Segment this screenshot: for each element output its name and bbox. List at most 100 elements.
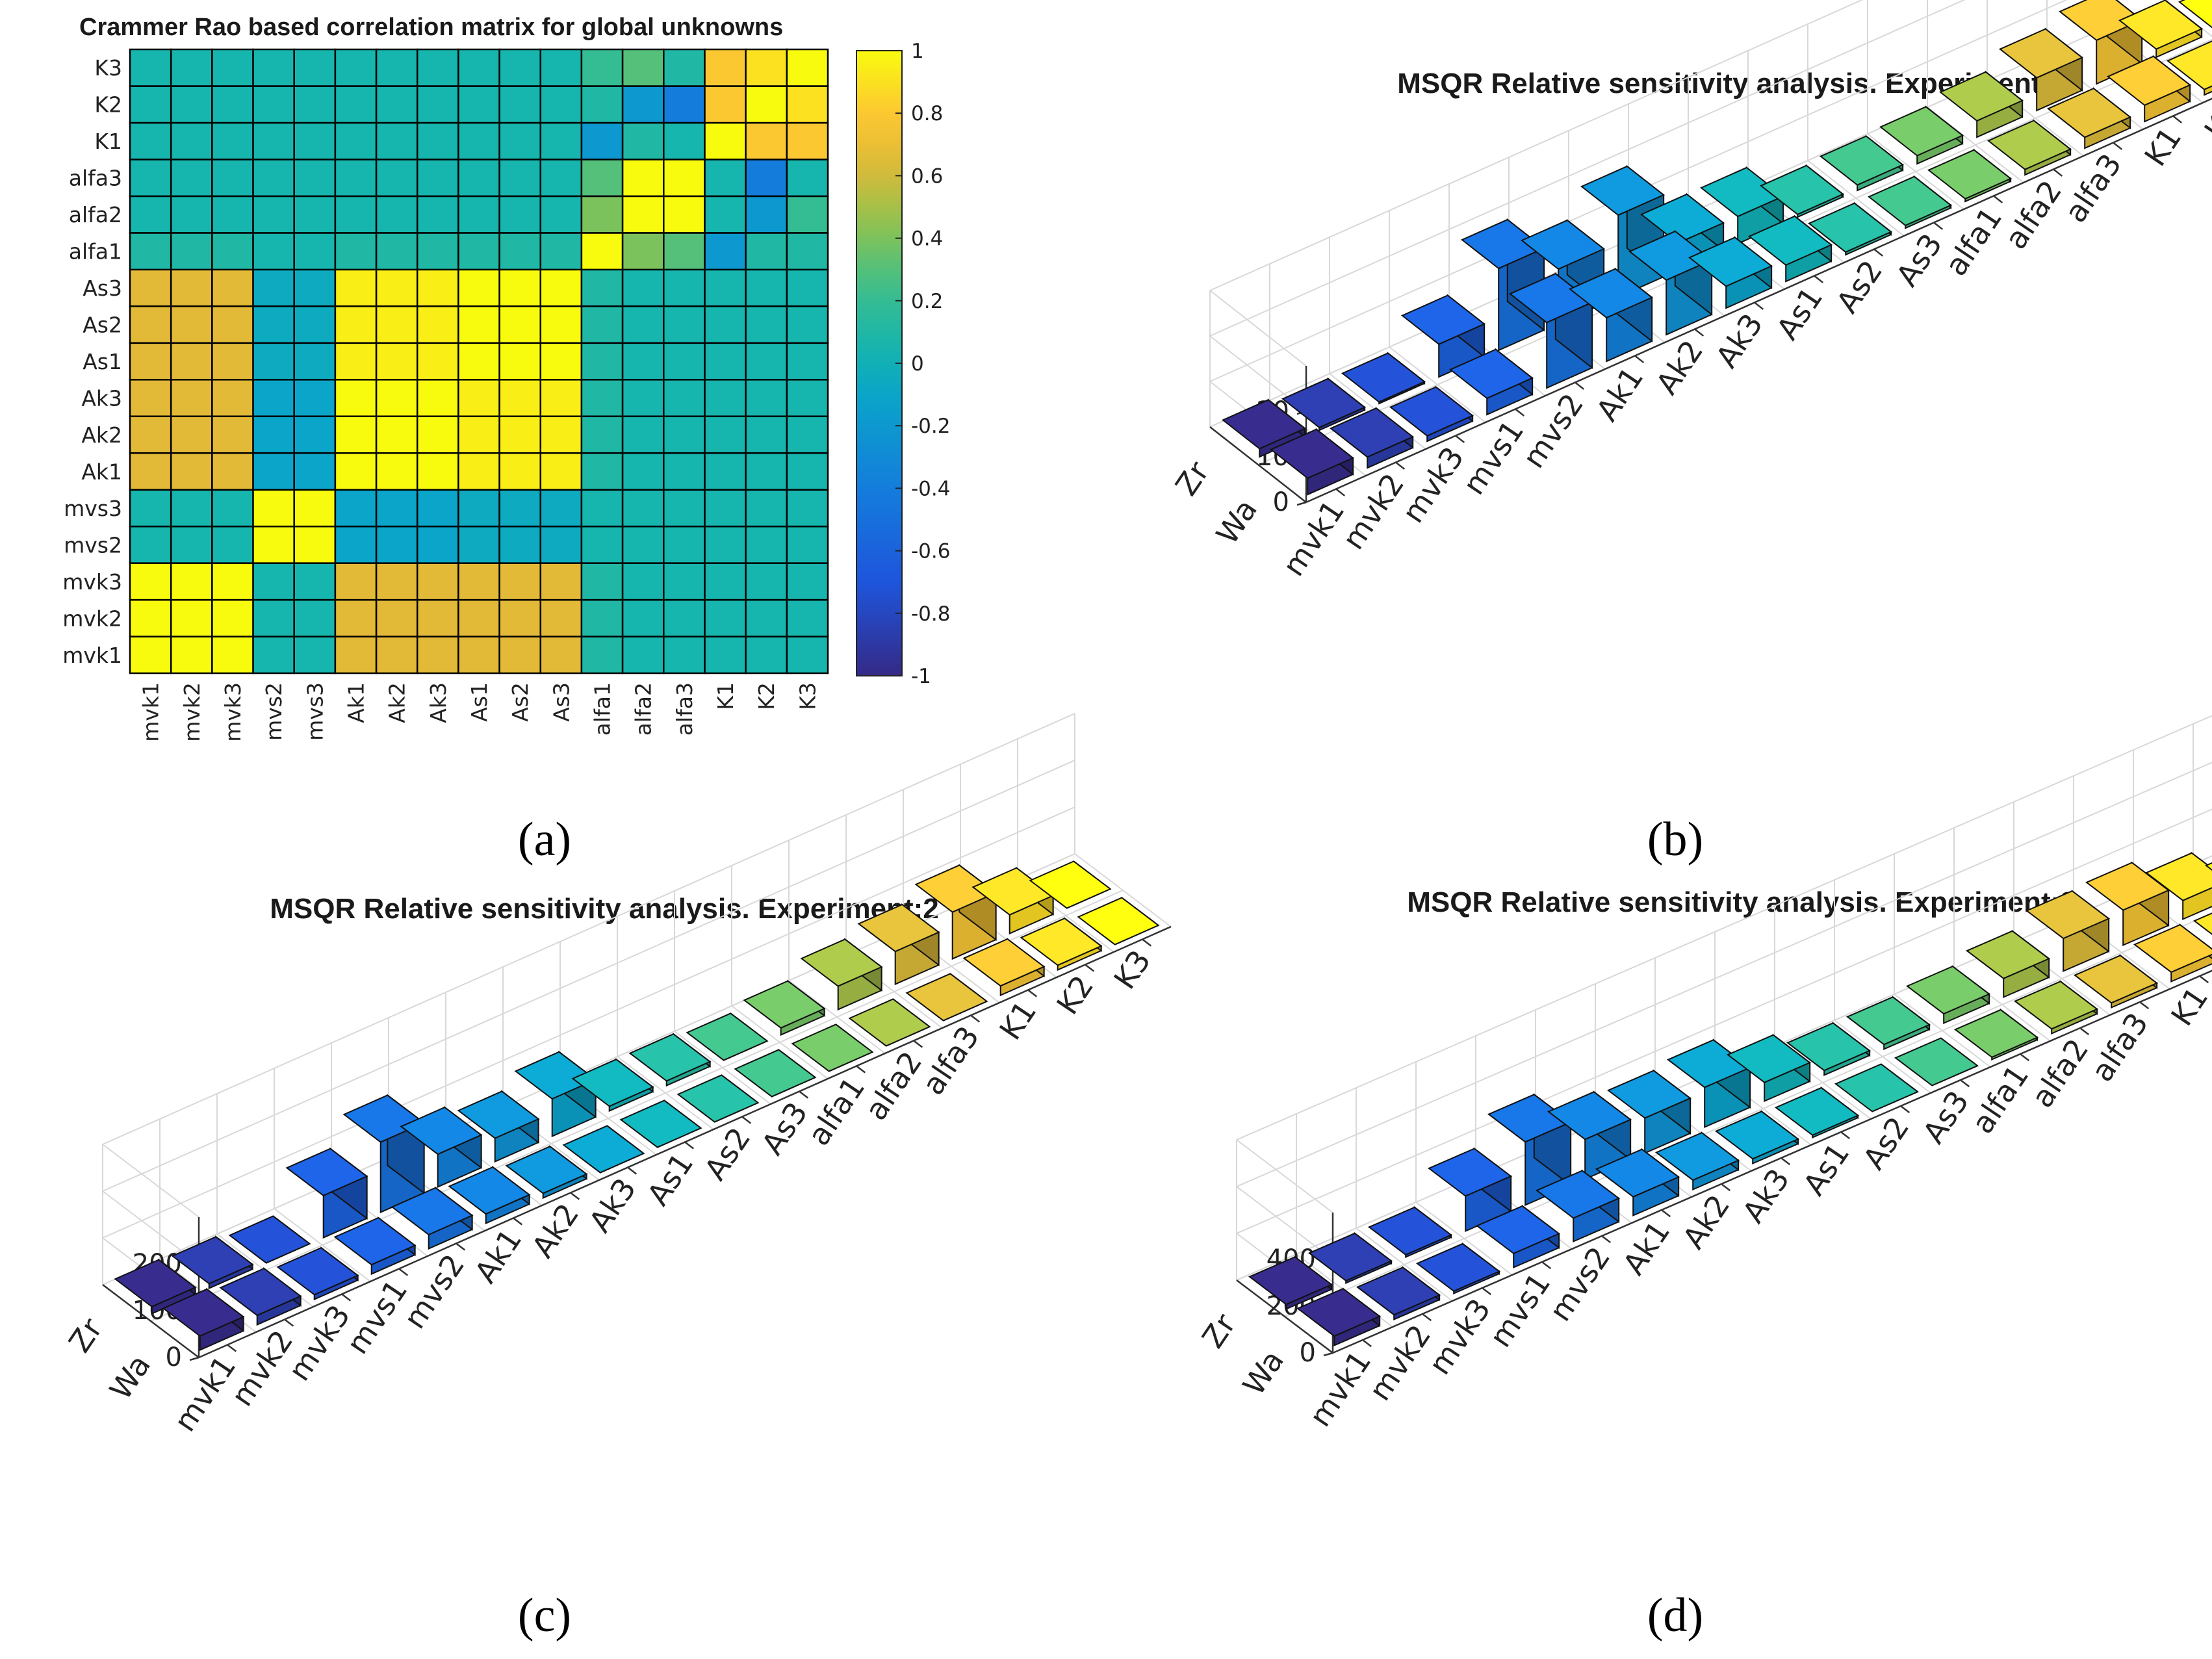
heatmap-cell: [457, 85, 500, 124]
bar3d-bar: [1356, 1266, 1441, 1321]
heatmap-cell: [416, 268, 459, 307]
panel-c-experiment-2: MSQR Relative sensitivity analysis. Expe…: [62, 713, 1172, 1438]
heatmap-cell: [170, 268, 213, 307]
colorbar-tick-label: -0.6: [911, 540, 951, 563]
heatmap-y-labels: mvk1 mvk2 mvk3 mvs2 mvs3 Ak1 Ak2 Ak3 As1 As2 As3 al…: [62, 55, 122, 668]
heatmap-cell: [457, 378, 500, 417]
heatmap-cell: [580, 195, 624, 234]
bar3d-bar: [686, 1012, 769, 1061]
heatmap-cell: [129, 48, 172, 87]
heatmap-cell: [663, 122, 706, 161]
heatmap-cell: [252, 232, 295, 271]
heatmap-cell: [129, 122, 172, 161]
heatmap-cell: [498, 636, 542, 675]
heatmap-cell: [129, 195, 172, 234]
heatmap-cell: [334, 525, 378, 564]
x-tick-mark: [2139, 1001, 2150, 1010]
heatmap-cell: [252, 562, 295, 601]
exp2-title: MSQR Relative sensitivity analysis. Expe…: [270, 893, 939, 925]
heatmap-title: Crammer Rao based correlation matrix for…: [79, 14, 783, 41]
heatmap-cell: [375, 195, 418, 234]
heatmap-y-tick: mvk3: [62, 569, 122, 595]
heatmap-y-tick: K3: [94, 55, 122, 81]
x-tick-label: As2: [1856, 1111, 1916, 1176]
bar3d-bar: [162, 1287, 245, 1352]
heatmap-cell: [211, 195, 254, 234]
bar3d-bar: [1595, 1148, 1680, 1217]
heatmap-cell: [498, 122, 542, 161]
heatmap-cell: [375, 305, 418, 344]
heatmap-cell: [745, 636, 788, 675]
heatmap-cell: [539, 415, 583, 454]
heatmap-cell: [375, 268, 418, 307]
heatmap-cell: [375, 232, 418, 271]
x-tick-mark: [1840, 1131, 1851, 1140]
heatmap-cell: [252, 415, 295, 454]
heatmap-cell: [170, 159, 213, 198]
heatmap-cell: [786, 195, 829, 234]
heatmap-cell: [457, 48, 500, 87]
heatmap-cell: [457, 342, 500, 381]
bar3d-bar: [1927, 148, 2013, 203]
heatmap-cell: [334, 342, 378, 381]
bar3d-bar: [1415, 1242, 1501, 1295]
heatmap-cell: [252, 452, 295, 491]
x-tick-mark: [1814, 275, 1824, 283]
heatmap-cell: [580, 268, 624, 307]
heatmap-cell: [745, 85, 788, 124]
heatmap-cell: [745, 562, 788, 601]
heatmap-cell: [375, 122, 418, 161]
heatmap-cell: [293, 415, 337, 454]
bar3d-bar: [1845, 996, 1931, 1051]
heatmap-cell: [293, 159, 337, 198]
heatmap-cell: [704, 195, 747, 234]
z-tick-mark: [189, 1356, 199, 1361]
x-tick-label: As2: [1829, 254, 1889, 319]
bar3d-bar: [2166, 40, 2212, 96]
bar3d-bar: [848, 998, 931, 1047]
heatmap-cell: [621, 489, 665, 528]
heatmap-cell: [334, 489, 378, 528]
bar3d-bar: [2073, 954, 2159, 1009]
heatmap-cell: [375, 159, 418, 198]
x-tick-label: alfa2: [2024, 1033, 2095, 1114]
x-tick-mark: [970, 1014, 981, 1023]
bar3d-bar: [1938, 70, 2024, 138]
x-tick-label: As1: [1796, 1137, 1856, 1202]
heatmap-cell: [498, 268, 542, 307]
bar3d-bar: [791, 1023, 874, 1072]
heatmap-cell: [539, 268, 583, 307]
heatmap-cell: [580, 342, 624, 381]
heatmap-y-tick: mvs3: [64, 496, 122, 521]
heatmap-cell: [580, 85, 624, 124]
heatmap-cell: [621, 415, 665, 454]
bar3d-bar: [1029, 860, 1112, 909]
heatmap-cell: [211, 378, 254, 417]
heatmap-cell: [663, 48, 706, 87]
z-tick-mark: [1296, 501, 1307, 506]
heatmap-cell: [539, 48, 583, 87]
heatmap-cell: [457, 636, 500, 675]
heatmap-cell: [539, 85, 583, 124]
heatmap-x-labels: mvk1 mvk2 mvk3 mvs2 mvs3 Ak1 Ak2 Ak3 As1 As2 As3 al…: [138, 682, 821, 742]
bar3d-bar: [1547, 1090, 1632, 1181]
heatmap-cell: [663, 159, 706, 198]
heatmap-cell: [252, 636, 295, 675]
heatmap-cell: [663, 636, 706, 675]
heatmap-cell: [539, 525, 583, 564]
heatmap-cell: [211, 159, 254, 198]
heatmap-cell: [663, 415, 706, 454]
bar3d-bar: [1296, 1287, 1382, 1347]
bar3d-bar: [800, 938, 883, 1011]
x-tick-label: mvs2: [1516, 387, 1591, 474]
heatmap-cell: [745, 159, 788, 198]
heatmap-cell: [745, 342, 788, 381]
x-tick-mark: [1721, 1183, 1731, 1192]
heatmap-cell: [293, 305, 337, 344]
bar3d-bar: [1998, 27, 2084, 112]
heatmap-cell: [580, 232, 624, 271]
heatmap-x-tick: Ak1: [344, 682, 369, 723]
heatmap-cell: [704, 122, 747, 161]
heatmap-y-tick: Ak1: [81, 459, 122, 484]
heatmap-cell: [704, 305, 747, 344]
